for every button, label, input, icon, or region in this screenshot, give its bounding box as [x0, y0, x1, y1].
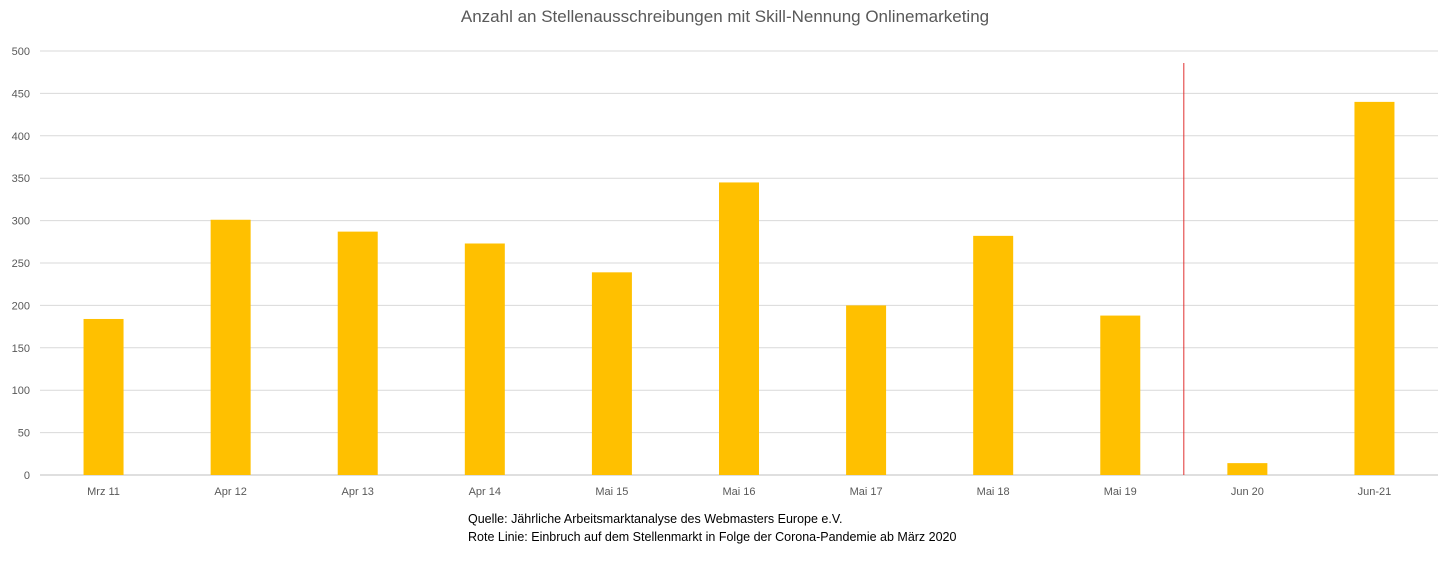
bar	[464, 243, 505, 475]
x-tick-label: Mai 15	[595, 486, 628, 498]
source-note: Quelle: Jährliche Arbeitsmarktanalyse de…	[468, 512, 843, 526]
bar	[1354, 101, 1395, 475]
y-tick-label: 200	[12, 300, 30, 312]
bar	[83, 318, 124, 475]
x-tick-label: Mai 16	[722, 486, 755, 498]
y-axis-ticks: 0 50 100 150 200 250 300 350 400 450 500	[12, 46, 30, 482]
y-tick-label: 400	[12, 131, 30, 143]
y-tick-label: 500	[12, 46, 30, 58]
y-tick-label: 250	[12, 258, 30, 270]
x-tick-label: Apr 14	[469, 486, 501, 498]
y-tick-label: 0	[24, 470, 30, 482]
red-line-note: Rote Linie: Einbruch auf dem Stellenmark…	[468, 530, 957, 544]
y-tick-label: 150	[12, 343, 30, 355]
x-tick-label: Jun-21	[1358, 486, 1392, 498]
bar	[210, 219, 251, 475]
bar	[337, 231, 378, 475]
bar	[846, 305, 887, 475]
x-tick-label: Apr 12	[214, 486, 246, 498]
bar	[1227, 463, 1268, 475]
x-tick-label: Jun 20	[1231, 486, 1264, 498]
bar	[719, 182, 759, 475]
x-tick-label: Mai 17	[850, 486, 883, 498]
bar	[1100, 315, 1141, 475]
x-tick-label: Apr 13	[342, 486, 374, 498]
x-tick-label: Mai 18	[977, 486, 1010, 498]
bar	[591, 272, 632, 475]
x-tick-label: Mrz 11	[87, 486, 120, 498]
y-tick-label: 450	[12, 88, 30, 100]
x-axis-ticks: Mrz 11 Apr 12 Apr 13 Apr 14 Mai 15 Mai 16 Mai …	[87, 486, 1391, 498]
y-tick-label: 350	[12, 173, 30, 185]
y-tick-label: 50	[18, 428, 30, 440]
chart-title: Anzahl an Stellenausschreibungen mit Ski…	[460, 7, 990, 26]
y-tick-label: 100	[12, 385, 30, 397]
x-tick-label: Mai 19	[1104, 486, 1137, 498]
y-tick-label: 300	[12, 216, 30, 228]
bars	[83, 101, 1395, 475]
bar	[973, 235, 1014, 475]
